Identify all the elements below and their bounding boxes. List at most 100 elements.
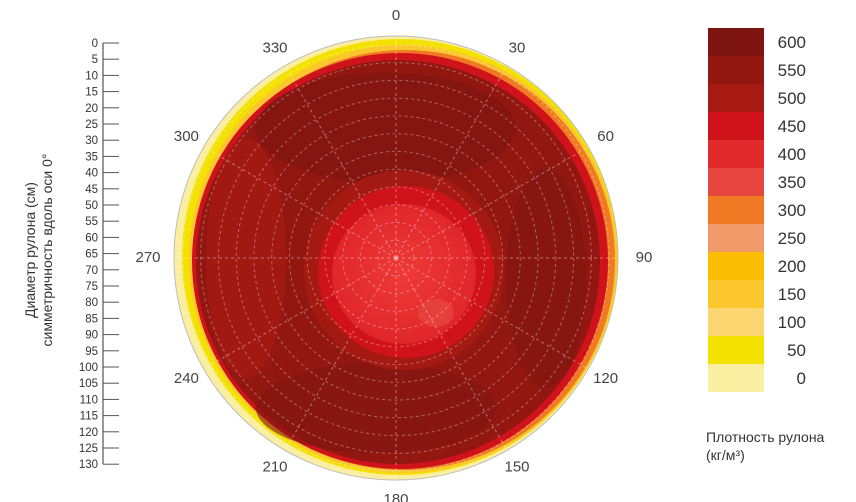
angle-label-0: 0 xyxy=(392,7,400,24)
radial-tick-label: 30 xyxy=(85,135,98,147)
grid-ring xyxy=(288,150,504,366)
angle-label-180: 180 xyxy=(383,491,408,502)
legend-title: Плотность рулона (кг/м³) xyxy=(706,428,824,464)
legend-title-line-2: (кг/м³) xyxy=(706,447,745,463)
radial-tick-label: 60 xyxy=(85,232,98,244)
density-disc xyxy=(174,36,618,480)
radial-tick-label: 120 xyxy=(79,427,98,439)
grid-ring xyxy=(306,168,486,348)
radial-tick-label: 65 xyxy=(85,249,98,261)
legend-label-550: 550 xyxy=(778,61,806,80)
angle-label-60: 60 xyxy=(597,128,614,145)
legend-swatch-450 xyxy=(708,112,764,140)
legend-label-600: 600 xyxy=(778,33,806,52)
patch-left xyxy=(206,138,286,378)
radial-tick-label: 75 xyxy=(85,281,98,293)
grid-ring xyxy=(377,239,415,277)
grid-spoke xyxy=(203,146,397,259)
radial-tick-label: 70 xyxy=(85,265,98,277)
grid-spoke xyxy=(203,257,397,370)
radial-tick-label: 100 xyxy=(79,362,98,374)
angle-label-120: 120 xyxy=(593,370,618,387)
legend-swatch-250 xyxy=(708,224,764,252)
core-light-spot xyxy=(418,299,454,327)
radial-axis-title: Диаметр рулона (см) симметричность вдоль… xyxy=(22,154,56,347)
legend-swatch-0 xyxy=(708,364,764,392)
legend-label-250: 250 xyxy=(778,229,806,248)
angle-label-150: 150 xyxy=(504,459,529,476)
radial-tick-label: 45 xyxy=(85,184,98,196)
grid-spoke xyxy=(395,257,508,451)
legend-swatch-350 xyxy=(708,168,764,196)
radial-tick-label: 10 xyxy=(85,70,98,82)
legend-swatch-100 xyxy=(708,308,764,336)
radial-axis: 0 5 10 15 20 25 30 35 40 45 50 55 60 65 70 75 80 85 90 95 10… xyxy=(79,38,119,471)
radial-axis-title-line-2: симметричность вдоль оси 0° xyxy=(39,153,55,347)
patch-dark-right xyxy=(506,168,586,388)
grid-spoke xyxy=(395,146,589,259)
legend-swatch-500 xyxy=(708,84,764,112)
legend-label-100: 100 xyxy=(778,313,806,332)
legend-label-500: 500 xyxy=(778,89,806,108)
radial-tick-label: 110 xyxy=(80,394,98,406)
legend-title-line-1: Плотность рулона xyxy=(706,429,825,445)
radial-tick-label: 25 xyxy=(85,119,98,131)
disc-patches xyxy=(206,73,586,453)
polar-grid xyxy=(173,35,619,481)
grid-ring xyxy=(342,204,450,312)
grid-ring xyxy=(200,62,592,454)
radial-tick-label: 20 xyxy=(85,103,98,115)
radial-tick-label: 0 xyxy=(92,38,98,50)
grid-spoke xyxy=(284,257,397,451)
angle-label-330: 330 xyxy=(262,39,287,56)
legend-label-50: 50 xyxy=(787,341,806,360)
legend-label-350: 350 xyxy=(778,173,806,192)
legend-swatch-400 xyxy=(708,140,764,168)
angle-label-270: 270 xyxy=(135,249,160,266)
legend-label-200: 200 xyxy=(778,257,806,276)
grid-spoke xyxy=(284,65,397,259)
radial-tick-label: 130 xyxy=(79,459,98,471)
legend-swatch-600 xyxy=(708,28,764,56)
legend-swatch-150 xyxy=(708,280,764,308)
radial-tick-label: 50 xyxy=(85,200,98,212)
patch-dark-top xyxy=(256,73,516,183)
radial-tick-label: 15 xyxy=(85,87,98,99)
legend-label-400: 400 xyxy=(778,145,806,164)
grid-ring xyxy=(253,115,539,401)
grid-spoke xyxy=(395,257,589,370)
disc-outline xyxy=(173,35,619,481)
angle-labels: 0 30 60 90 120 150 180 210 240 270 300 330 xyxy=(135,7,652,502)
radial-tick-label: 115 xyxy=(80,411,98,423)
legend-swatch-550 xyxy=(708,56,764,84)
legend-label-300: 300 xyxy=(778,201,806,220)
angle-label-90: 90 xyxy=(636,249,653,266)
radial-tick-label: 95 xyxy=(85,346,98,358)
radial-tick-label: 55 xyxy=(85,216,98,228)
radial-tick-label: 5 xyxy=(92,54,98,66)
radial-axis-title-line-1: Диаметр рулона (см) xyxy=(22,182,38,318)
grid-ring xyxy=(235,97,557,419)
angle-label-30: 30 xyxy=(509,39,526,56)
grid-spoke xyxy=(395,65,508,259)
radial-tick-label: 125 xyxy=(79,443,98,455)
angle-label-240: 240 xyxy=(174,370,199,387)
grid-ring xyxy=(217,79,575,437)
radial-tick-label: 40 xyxy=(85,168,98,180)
radial-tick-label: 105 xyxy=(79,378,98,390)
angle-label-210: 210 xyxy=(262,459,287,476)
radial-tick-label: 80 xyxy=(85,297,98,309)
grid-ring xyxy=(324,186,468,330)
radial-tick-label: 85 xyxy=(85,313,98,325)
legend-label-0: 0 xyxy=(797,369,806,388)
radial-tick-label: 90 xyxy=(85,330,98,342)
grid-ring xyxy=(182,44,610,472)
angle-label-300: 300 xyxy=(174,128,199,145)
legend-swatch-50 xyxy=(708,336,764,364)
legend-label-150: 150 xyxy=(778,285,806,304)
radial-tick-label: 35 xyxy=(85,151,98,163)
legend-label-450: 450 xyxy=(778,117,806,136)
grid-ring xyxy=(360,222,432,294)
